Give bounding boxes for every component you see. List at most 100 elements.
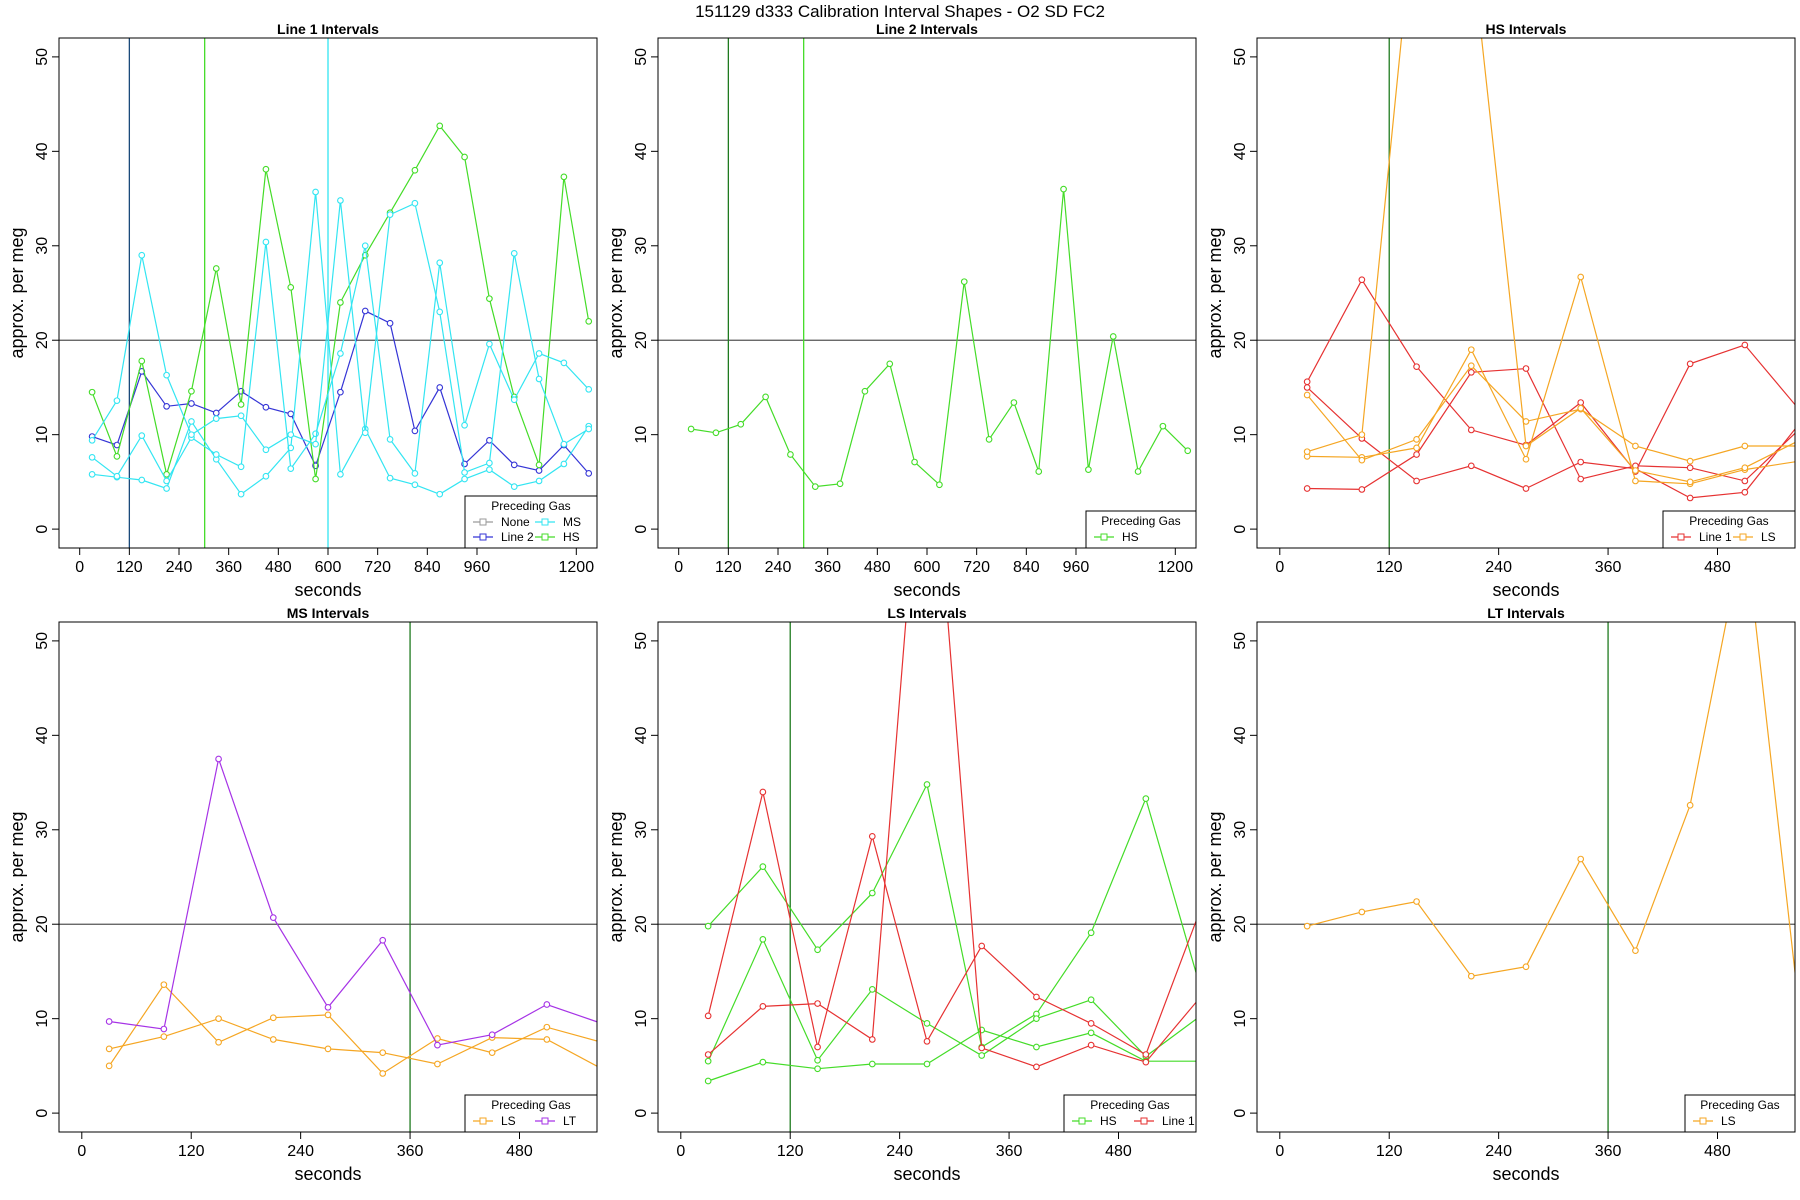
x-tick-label: 240: [1485, 559, 1512, 576]
data-point: [1577, 399, 1585, 406]
data-point: [560, 173, 568, 181]
data-point: [324, 1045, 332, 1053]
data-point: [704, 1051, 712, 1058]
data-point: [88, 388, 96, 396]
data-point: [461, 153, 468, 161]
legend: Preceding Gas None MS Line 2 HS: [464, 495, 598, 549]
data-point: [160, 1033, 168, 1040]
y-axis-label: approx. per meg: [1205, 811, 1225, 942]
legend: Preceding Gas HS: [1085, 510, 1197, 549]
data-point: [924, 355, 930, 361]
series-lt: [105, 755, 597, 1049]
data-point: [379, 1070, 387, 1077]
data-point: [1413, 363, 1420, 371]
data-point: [488, 1031, 496, 1039]
y-tick-label: 40: [34, 726, 51, 744]
data-point: [386, 319, 394, 327]
series-line: [91, 200, 590, 474]
legend-label: HS: [1100, 1114, 1117, 1128]
data-point: [337, 470, 344, 478]
data-point: [737, 420, 745, 428]
series-hs: [704, 935, 1204, 1065]
plot-frame: [1256, 621, 1796, 1133]
data-point: [163, 402, 170, 410]
legend-marker: [1739, 533, 1747, 541]
plot-area: [658, 38, 1196, 548]
x-tick-label: 0: [75, 559, 84, 576]
y-tick-label: 0: [34, 525, 51, 534]
x-tick-label: 360: [1595, 559, 1622, 576]
data-point: [1632, 947, 1639, 955]
panel-title: LT Intervals: [1487, 605, 1565, 621]
data-point: [486, 340, 493, 348]
legend-label: HS: [563, 530, 580, 544]
data-point: [836, 480, 844, 488]
data-point: [1577, 404, 1585, 412]
data-point: [1159, 422, 1167, 430]
data-point: [1632, 477, 1639, 485]
data-point: [163, 477, 170, 485]
data-point: [269, 914, 277, 921]
legend: Preceding Gas HS Line 1: [1063, 1094, 1197, 1133]
y-tick-label: 20: [34, 331, 51, 349]
data-point: [868, 833, 876, 840]
legend-label: LS: [1721, 1114, 1736, 1128]
series-hs: [88, 122, 593, 483]
data-point: [312, 475, 319, 483]
x-axis-label: seconds: [1492, 580, 1559, 600]
x-axis-label: seconds: [1492, 1164, 1559, 1184]
legend-label: Line 1: [1162, 1114, 1195, 1128]
data-point: [1303, 384, 1311, 391]
data-point: [704, 922, 712, 930]
data-point: [1741, 477, 1749, 485]
series-line: [109, 1018, 597, 1067]
data-point: [486, 295, 493, 303]
data-point: [379, 1049, 387, 1057]
data-point: [1741, 442, 1749, 450]
data-point: [759, 1058, 767, 1066]
data-point: [560, 460, 568, 468]
x-tick-label: 600: [315, 559, 342, 576]
data-point: [1303, 448, 1311, 456]
data-point: [1198, 1013, 1204, 1019]
x-tick-label: 120: [777, 1143, 804, 1160]
data-point: [510, 249, 518, 257]
data-point: [861, 387, 869, 395]
data-point: [1522, 485, 1530, 492]
data-point: [188, 400, 195, 407]
data-point: [923, 1037, 931, 1045]
x-tick-label: 720: [963, 559, 990, 576]
data-point: [1467, 462, 1475, 470]
series-hs: [704, 781, 1196, 1051]
x-tick-label: 480: [1105, 1143, 1132, 1160]
data-point: [212, 265, 220, 272]
y-tick-label: 50: [633, 632, 650, 650]
panel-lt-intervals: LT Intervals 0 120 240 360 480 0 10 20 30 40 50 seco…: [1205, 605, 1796, 1184]
axes: 0 120 240 360 480 600 720 840 960 1200 0 10 20 30 40 50…: [606, 48, 1193, 600]
data-point: [886, 360, 894, 368]
panel-ms-intervals: MS Intervals 0 120 240 360 480 0 10 20 30 40 50 seco…: [7, 605, 598, 1184]
data-point: [1184, 447, 1192, 455]
data-point: [461, 469, 468, 476]
data-point: [262, 472, 270, 480]
data-point: [759, 788, 767, 796]
x-tick-label: 360: [215, 559, 242, 576]
data-point: [868, 986, 876, 993]
data-point: [1413, 451, 1420, 458]
series-line: [1306, 278, 1795, 473]
legend-title: Preceding Gas: [491, 1098, 570, 1112]
y-tick-label: 0: [1232, 1109, 1249, 1118]
data-point: [138, 357, 146, 365]
y-tick-label: 30: [1232, 821, 1249, 839]
legend-label: MS: [563, 515, 581, 529]
data-point: [1577, 458, 1585, 466]
x-tick-label: 0: [77, 1143, 86, 1160]
x-axis-label: seconds: [294, 1164, 361, 1184]
data-point: [1198, 994, 1204, 1000]
y-tick-label: 40: [1232, 142, 1249, 160]
series-line: [707, 791, 1196, 1056]
legend-label: Line 2: [501, 530, 534, 544]
legend-label: LT: [563, 1114, 577, 1128]
data-point: [88, 453, 96, 461]
y-tick-label: 50: [34, 48, 51, 66]
